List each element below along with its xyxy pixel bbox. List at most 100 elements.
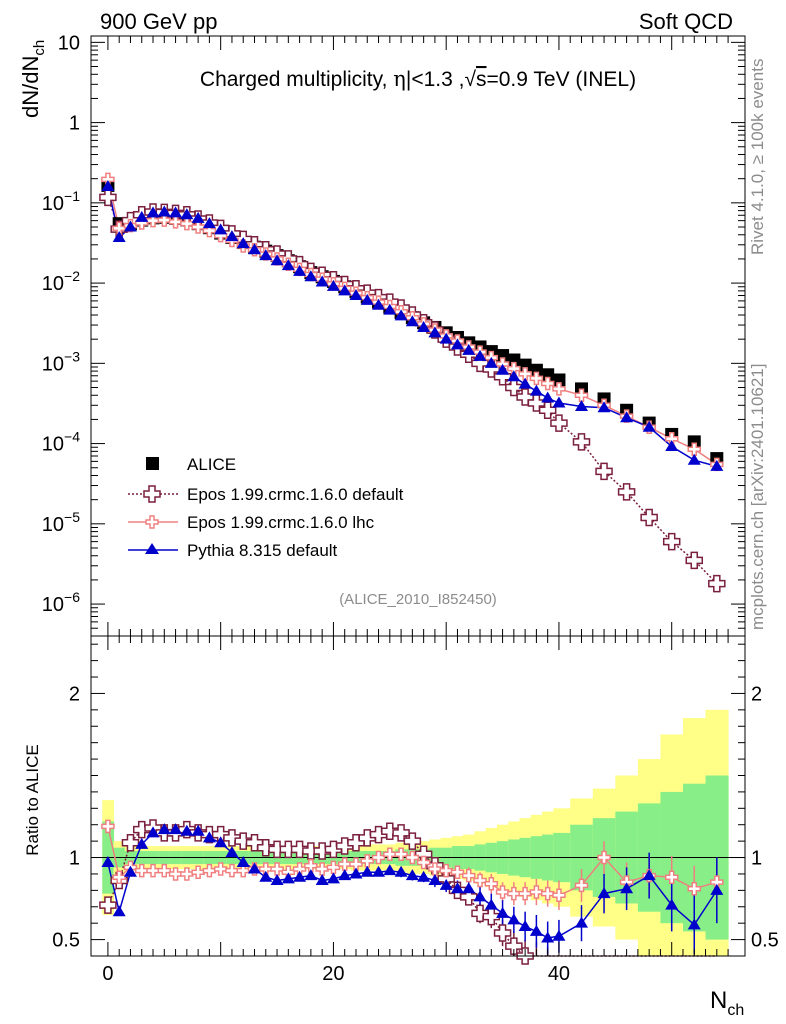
- main-point-epos-1-99-crmc-1-6-0-lhc-40: [552, 382, 566, 396]
- ratio-point-epos-1-99-crmc-1-6-0-lhc-29: [428, 862, 442, 876]
- rivet-label: Rivet 4.1.0, ≥ 100k events: [748, 59, 767, 255]
- ratio-point-pythia-8-315-default-4: [146, 826, 160, 838]
- ratio-point-pythia-8-315-default-10: [214, 836, 228, 848]
- main-point-epos-1-99-crmc-1-6-0-lhc-5: [157, 213, 172, 227]
- main-point-pythia-8-315-default-22: [349, 289, 363, 301]
- ratio-point-epos-1-99-crmc-1-6-0-lhc-40: [552, 888, 566, 903]
- ratio-ytick-label-right-1: 1: [751, 848, 762, 870]
- main-point-pythia-8-315-default-31: [450, 338, 464, 350]
- main-point-pythia-8-315-default-24: [372, 298, 386, 310]
- ratio-point-epos-1-99-crmc-1-6-0-default-32: [459, 888, 478, 906]
- ratio-point-pythia-8-315-default-7: [180, 824, 194, 836]
- ratio-point-epos-1-99-crmc-1-6-0-lhc-30: [439, 863, 453, 878]
- main-point-pythia-8-315-default-42: [575, 399, 588, 411]
- ratio-point-pythia-8-315-default-2: [123, 865, 137, 877]
- ratio-point-pythia-8-315-default-29: [428, 874, 442, 886]
- legend-label-epos-default: Epos 1.99.crmc.1.6.0 default: [187, 485, 404, 504]
- ratio-point-pythia-8-315-default-19: [315, 874, 329, 886]
- main-y-label-sub: ch: [31, 40, 48, 56]
- main-ytick-label-2: 10−1: [42, 188, 80, 215]
- ratio-point-pythia-8-315-default-36: [507, 913, 521, 925]
- main-point-pythia-8-315-default-34: [484, 356, 498, 368]
- ratio-point-epos-1-99-crmc-1-6-0-lhc-31: [450, 865, 465, 880]
- main-point-pythia-8-315-default-8: [191, 211, 205, 223]
- main-point-pythia-8-315-default-6: [169, 206, 183, 218]
- main-point-pythia-8-315-default-38: [529, 384, 543, 396]
- ratio-point-pythia-8-315-default-50: [665, 898, 679, 910]
- x-label-sub: ch: [727, 1002, 744, 1019]
- main-point-epos-1-99-crmc-1-6-0-lhc-37: [518, 367, 532, 381]
- xtick-label-1: 20: [322, 963, 344, 985]
- ratio-point-epos-1-99-crmc-1-6-0-lhc-20: [326, 860, 341, 875]
- main-point-pythia-8-315-default-23: [360, 293, 374, 305]
- ratio-point-epos-1-99-crmc-1-6-0-lhc-28: [416, 855, 431, 870]
- main-point-pythia-8-315-default-0: [101, 179, 115, 191]
- main-ytick-label-0: 10: [58, 32, 80, 54]
- ratio-point-epos-1-99-crmc-1-6-0-default-0: [99, 896, 117, 914]
- ratio-point-epos-1-99-crmc-1-6-0-lhc-9: [202, 863, 217, 878]
- ratio-point-epos-1-99-crmc-1-6-0-default-11: [223, 829, 241, 847]
- main-point-epos-1-99-crmc-1-6-0-lhc-7: [180, 216, 194, 231]
- mcplots-label: mcplots.cern.ch [arXiv:2401.10621]: [748, 364, 767, 630]
- main-point-pythia-8-315-default-10: [214, 223, 228, 235]
- main-point-epos-1-99-crmc-1-6-0-default-42: [572, 433, 591, 451]
- ratio-point-pythia-8-315-default-27: [405, 869, 419, 881]
- main-point-alice-39: [541, 368, 555, 382]
- ratio-point-epos-1-99-crmc-1-6-0-lhc-1: [112, 870, 126, 884]
- ratio-point-epos-1-99-crmc-1-6-0-lhc-26: [394, 847, 408, 862]
- title-part-f: =0.9 TeV (INEL): [486, 68, 636, 91]
- main-ytick-label-1: 1: [69, 113, 80, 135]
- ratio-ytick-label-left-0: 0.5: [52, 930, 80, 952]
- main-point-epos-1-99-crmc-1-6-0-default-50: [662, 532, 681, 551]
- legend-marker-epos-lhc: [145, 515, 159, 529]
- ratio-panel: 0.5 1 2 0.5 1 2 0 20 40 Ratio to ALICE Nch: [23, 635, 779, 1019]
- main-point-pythia-8-315-default-37: [518, 377, 532, 389]
- ratio-point-epos-1-99-crmc-1-6-0-lhc-18: [304, 858, 318, 873]
- ratio-series-markers: [99, 819, 724, 965]
- main-ytick-label-7: 10−6: [42, 589, 80, 616]
- header-left: 900 GeV pp: [100, 9, 217, 34]
- main-point-pythia-8-315-default-33: [473, 349, 487, 361]
- main-point-epos-1-99-crmc-1-6-0-lhc-8: [191, 220, 205, 234]
- legend-label-alice: ALICE: [187, 455, 236, 474]
- ratio-point-epos-1-99-crmc-1-6-0-lhc-3: [134, 863, 149, 878]
- ratio-point-pythia-8-315-default-20: [326, 872, 340, 884]
- ratio-point-epos-1-99-crmc-1-6-0-lhc-12: [236, 863, 250, 878]
- ratio-point-pythia-8-315-default-32: [462, 882, 476, 894]
- main-point-epos-1-99-crmc-1-6-0-lhc-9: [202, 223, 217, 238]
- main-point-epos-1-99-crmc-1-6-0-default-46: [617, 483, 636, 501]
- main-point-pythia-8-315-default-54: [710, 459, 724, 471]
- ratio-point-pythia-8-315-default-25: [383, 864, 397, 876]
- ratio-axis-ticks: [91, 636, 745, 957]
- main-point-alice-35: [496, 349, 510, 363]
- ratio-point-epos-1-99-crmc-1-6-0-lhc-42: [574, 878, 589, 893]
- ratio-ytick-label-left-1: 1: [69, 848, 80, 870]
- main-point-pythia-8-315-default-9: [202, 217, 216, 229]
- main-point-pythia-8-315-default-46: [620, 411, 634, 423]
- main-point-epos-1-99-crmc-1-6-0-lhc-39: [540, 376, 555, 391]
- main-point-epos-1-99-crmc-1-6-0-lhc-4: [146, 213, 160, 228]
- main-point-pythia-8-315-default-40: [552, 396, 566, 408]
- ratio-point-epos-1-99-crmc-1-6-0-default-14: [257, 838, 275, 857]
- legend-label-pythia: Pythia 8.315 default: [187, 541, 338, 560]
- main-point-pythia-8-315-default-50: [665, 439, 679, 451]
- main-ytick-label-3: 10−2: [42, 268, 80, 295]
- ratio-point-pythia-8-315-default-15: [270, 874, 284, 886]
- x-label-main: N: [710, 987, 727, 1014]
- ratio-point-pythia-8-315-default-28: [417, 870, 431, 882]
- ratio-y-tick-labels: 0.5 1 2: [52, 683, 80, 951]
- ratio-point-pythia-8-315-default-31: [450, 882, 464, 894]
- ratio-point-epos-1-99-crmc-1-6-0-lhc-52: [687, 881, 702, 896]
- main-point-epos-1-99-crmc-1-6-0-lhc-42: [574, 388, 589, 403]
- header-right: Soft QCD: [639, 9, 733, 34]
- main-point-pythia-8-315-default-3: [135, 210, 149, 222]
- ratio-point-epos-1-99-crmc-1-6-0-lhc-22: [349, 857, 363, 871]
- ratio-point-pythia-8-315-default-8: [191, 824, 205, 836]
- main-point-epos-1-99-crmc-1-6-0-default-39: [538, 401, 557, 420]
- main-point-pythia-8-315-default-39: [541, 391, 555, 403]
- ratio-point-pythia-8-315-default-54: [710, 883, 724, 895]
- ratio-ytick-label-right-0: 0.5: [751, 930, 779, 952]
- analysis-tag: (ALICE_2010_I852450): [339, 591, 497, 608]
- main-axis-ticks: [91, 36, 745, 637]
- main-ytick-label-6: 10−5: [42, 509, 80, 536]
